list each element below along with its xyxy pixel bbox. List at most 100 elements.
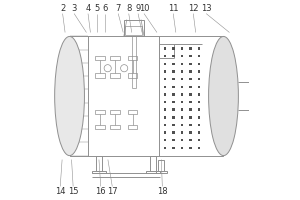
Text: 3: 3	[71, 4, 77, 13]
Bar	[110, 56, 120, 60]
Bar	[198, 139, 200, 141]
Bar	[128, 110, 137, 114]
Bar	[189, 147, 192, 149]
Text: 8: 8	[126, 4, 131, 13]
Text: 16: 16	[95, 187, 106, 196]
Bar	[164, 147, 166, 149]
Bar	[198, 124, 200, 126]
Text: 13: 13	[201, 4, 211, 13]
Bar	[181, 139, 183, 141]
Bar	[172, 108, 175, 111]
Bar	[181, 124, 183, 126]
Bar	[172, 63, 175, 65]
Text: 5: 5	[94, 4, 99, 13]
Bar	[164, 139, 166, 141]
Bar	[181, 86, 183, 88]
Bar	[198, 70, 200, 73]
Text: 9: 9	[136, 4, 141, 13]
Bar	[181, 47, 183, 50]
Bar	[124, 20, 144, 36]
Bar	[189, 70, 192, 73]
Bar	[95, 56, 105, 60]
Bar	[189, 131, 192, 134]
Bar	[164, 93, 166, 96]
Bar	[198, 116, 200, 119]
Circle shape	[104, 65, 111, 72]
Bar	[164, 131, 166, 134]
Bar	[156, 171, 167, 173]
Bar	[181, 131, 183, 134]
Bar	[198, 78, 200, 80]
Bar	[172, 139, 175, 141]
Bar	[189, 108, 192, 111]
Text: 15: 15	[68, 187, 78, 196]
Bar	[172, 147, 175, 149]
Bar	[198, 93, 200, 96]
Bar	[110, 125, 120, 129]
Bar	[198, 47, 200, 50]
Bar	[198, 147, 200, 149]
Text: 14: 14	[55, 187, 65, 196]
Bar	[189, 124, 192, 126]
Bar	[172, 47, 175, 50]
Bar	[110, 110, 120, 114]
Bar	[181, 55, 183, 57]
Bar	[189, 47, 192, 50]
Bar	[181, 93, 183, 96]
Bar	[92, 171, 106, 173]
Bar	[181, 70, 183, 73]
Circle shape	[121, 65, 128, 72]
Bar	[164, 116, 166, 119]
Bar	[181, 78, 183, 80]
Bar	[198, 101, 200, 103]
Text: 11: 11	[168, 4, 178, 13]
Ellipse shape	[208, 36, 238, 156]
Bar	[95, 125, 105, 129]
Text: 4: 4	[85, 4, 91, 13]
Bar	[146, 171, 160, 173]
Bar	[189, 63, 192, 65]
Text: 6: 6	[102, 4, 108, 13]
Bar	[198, 108, 200, 111]
Bar	[198, 55, 200, 57]
Bar	[181, 101, 183, 103]
Bar	[181, 116, 183, 119]
Bar	[164, 124, 166, 126]
Bar	[172, 86, 175, 88]
Bar	[198, 63, 200, 65]
Bar	[189, 101, 192, 103]
Bar	[172, 55, 175, 57]
Bar	[198, 131, 200, 134]
Bar	[172, 78, 175, 80]
Bar	[164, 63, 166, 65]
Bar	[172, 101, 175, 103]
Bar	[95, 73, 105, 78]
Bar	[181, 147, 183, 149]
Text: 17: 17	[107, 187, 118, 196]
Bar	[189, 93, 192, 96]
Bar	[164, 86, 166, 88]
Text: 10: 10	[139, 4, 149, 13]
Bar	[164, 55, 166, 57]
Bar	[125, 26, 142, 35]
Bar	[198, 86, 200, 88]
Bar	[181, 63, 183, 65]
Bar	[189, 116, 192, 119]
Bar	[172, 124, 175, 126]
Bar	[164, 47, 166, 50]
Bar	[128, 56, 137, 60]
Bar	[189, 78, 192, 80]
Bar	[164, 101, 166, 103]
Bar	[128, 125, 137, 129]
Bar	[150, 156, 156, 171]
Text: 18: 18	[157, 187, 168, 196]
Bar	[181, 108, 183, 111]
Bar	[95, 110, 105, 114]
Bar	[128, 73, 137, 78]
Bar	[172, 131, 175, 134]
Ellipse shape	[55, 36, 85, 156]
Bar	[189, 86, 192, 88]
Bar	[172, 116, 175, 119]
Text: 7: 7	[116, 4, 121, 13]
Bar	[70, 36, 224, 156]
